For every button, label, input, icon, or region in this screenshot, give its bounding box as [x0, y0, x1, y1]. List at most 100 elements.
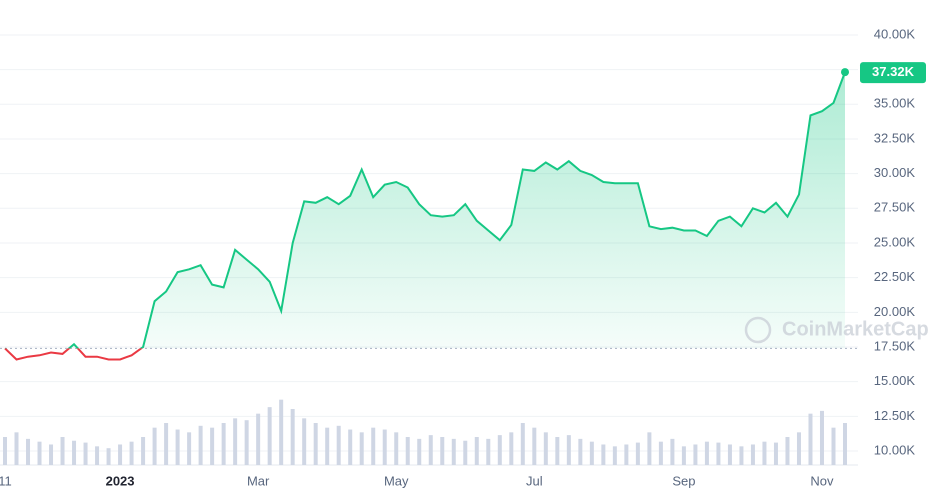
volume-bar [612, 446, 617, 465]
volume-bar [118, 444, 123, 465]
volume-bar [578, 438, 583, 465]
volume-bar [819, 410, 824, 465]
volume-bar [95, 446, 100, 465]
volume-bar [497, 435, 502, 465]
volume-bar [451, 438, 456, 465]
volume-bar [681, 446, 686, 465]
volume-bar [26, 438, 31, 465]
volume-bar [520, 423, 525, 465]
volume-bar [198, 425, 203, 465]
current-price-label: 37.32K [872, 64, 915, 79]
volume-bar [532, 427, 537, 465]
volume-bar [843, 423, 847, 465]
volume-bar [704, 441, 709, 465]
last-point [841, 68, 849, 77]
x-tick-label: 2023 [106, 473, 135, 488]
volume-bar [762, 441, 767, 465]
volume-bar [635, 442, 640, 465]
volume-bar [670, 438, 675, 465]
y-tick-label: 15.00K [874, 373, 916, 388]
volume-bar [589, 441, 594, 465]
y-tick-label: 40.00K [874, 26, 916, 41]
volume-bar [313, 423, 318, 465]
y-tick-label: 20.00K [874, 304, 916, 319]
x-tick-label: Jul [526, 473, 543, 488]
y-tick-label: 12.50K [874, 408, 916, 423]
volume-bar [83, 442, 88, 465]
area-fill [5, 72, 845, 349]
watermark-logo [744, 316, 772, 344]
volume-bar [256, 413, 261, 465]
x-tick-label: 11 [0, 473, 12, 488]
volume-bar [37, 441, 42, 465]
y-tick-label: 10.00K [874, 442, 916, 457]
volume-bar [750, 444, 755, 465]
volume-bar [187, 432, 192, 465]
volume-bar [739, 446, 744, 465]
volume-bar [463, 440, 468, 465]
volume-bar [543, 432, 548, 465]
volume-bar [773, 442, 778, 465]
y-tick-label: 17.50K [874, 338, 916, 353]
volume-bar [72, 440, 77, 465]
y-tick-label: 27.50K [874, 200, 916, 215]
volume-bar [601, 444, 606, 465]
volume-bar [129, 441, 134, 465]
volume-bar [290, 409, 295, 465]
volume-bar [106, 448, 111, 465]
volume-bar [417, 438, 422, 465]
volume-bar [486, 438, 491, 465]
x-tick-label: Sep [672, 473, 695, 488]
volume-bar [785, 437, 790, 465]
volume-bar [244, 420, 249, 465]
volume-bar [658, 441, 663, 465]
y-tick-label: 32.50K [874, 130, 916, 145]
volume-bar [279, 399, 284, 465]
volume-bar [474, 437, 479, 465]
volume-bar [693, 444, 698, 465]
volume-bar [566, 435, 571, 465]
volume-bar [60, 437, 65, 465]
volume-bar [233, 418, 238, 465]
volume-bar [405, 437, 410, 465]
volume-bar [624, 444, 629, 465]
watermark: CoinMarketCap [782, 318, 928, 340]
volume-bar [221, 423, 226, 465]
volume-bar [371, 427, 376, 465]
price-line [5, 71, 846, 349]
volume-bar [325, 427, 330, 465]
volume-bar [164, 423, 169, 465]
volume-bar [3, 437, 7, 465]
x-tick-label: Nov [810, 473, 834, 488]
volume-bar [348, 429, 353, 465]
volume-bar [555, 437, 560, 465]
volume-bar [141, 437, 146, 465]
y-tick-label: 30.00K [874, 165, 916, 180]
volume-bar [796, 432, 801, 465]
volume-bar [302, 418, 307, 465]
y-tick-label: 35.00K [874, 96, 916, 111]
volume-bar [336, 425, 341, 465]
volume-bar [440, 437, 445, 465]
volume-bar [647, 432, 652, 465]
volume-bar [808, 413, 813, 465]
volume-bar [152, 427, 157, 465]
volume-bar [727, 444, 732, 465]
volume-bar [175, 429, 180, 465]
volume-bar [716, 442, 721, 465]
volume-bar [14, 432, 19, 465]
volume-bar [210, 427, 215, 465]
volume-bar [49, 444, 54, 465]
x-tick-label: Mar [247, 473, 270, 488]
volume-bar [831, 427, 836, 465]
current-price-tag [860, 62, 926, 84]
volume-bar [382, 429, 387, 465]
volume-bar [359, 432, 364, 465]
volume-bar [509, 432, 514, 465]
volume-bar [394, 432, 399, 465]
x-tick-label: May [384, 473, 409, 488]
volume-bar [267, 407, 272, 465]
y-tick-label: 25.00K [874, 234, 916, 249]
y-tick-label: 22.50K [874, 269, 916, 284]
